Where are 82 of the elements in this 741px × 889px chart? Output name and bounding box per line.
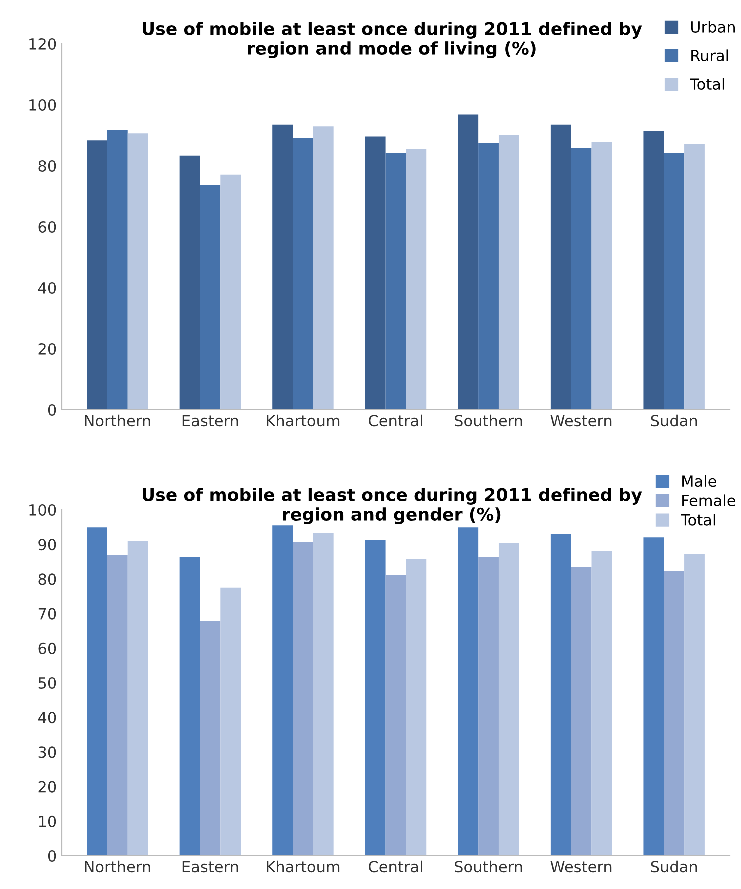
x-tick-label: Northern bbox=[85, 414, 150, 427]
bar bbox=[87, 528, 108, 856]
x-tick-label: Khartoum bbox=[267, 860, 340, 873]
y-tick-label: 20 bbox=[38, 343, 56, 356]
bar bbox=[458, 114, 479, 410]
bar bbox=[644, 132, 664, 410]
bar bbox=[406, 149, 427, 410]
bar bbox=[684, 554, 705, 856]
x-tick-label: Western bbox=[550, 415, 612, 427]
x-tick-label: Central bbox=[369, 860, 422, 873]
bar bbox=[180, 557, 200, 856]
bar bbox=[220, 588, 242, 856]
y-tick-label: 100 bbox=[30, 504, 56, 516]
bar bbox=[128, 541, 148, 856]
x-tick-label: Southern bbox=[455, 860, 522, 873]
x-tick-label: Southern bbox=[455, 414, 522, 427]
x-tick-label: Sudan bbox=[651, 860, 698, 873]
bar bbox=[128, 134, 148, 410]
bar bbox=[498, 543, 520, 856]
legend-label: Urban bbox=[691, 21, 735, 33]
bar bbox=[386, 153, 406, 410]
bar bbox=[293, 138, 314, 410]
bar bbox=[592, 142, 612, 410]
chart-title: Use of mobile at least once during 2011 defined by region and gender (%) bbox=[143, 488, 642, 525]
bar bbox=[272, 526, 294, 856]
bar bbox=[293, 542, 314, 856]
bar bbox=[571, 567, 592, 856]
bar bbox=[220, 174, 242, 410]
legend-label: Male bbox=[682, 475, 716, 488]
y-tick-label: 70 bbox=[38, 608, 56, 620]
y-tick-label: 30 bbox=[38, 746, 56, 758]
legend-label: Rural bbox=[692, 50, 728, 62]
y-tick-label: 60 bbox=[38, 642, 56, 654]
bar bbox=[664, 571, 685, 856]
bar bbox=[313, 126, 334, 410]
y-tick-label: 40 bbox=[38, 282, 56, 294]
bar bbox=[550, 534, 572, 856]
bar bbox=[386, 575, 406, 856]
bar bbox=[498, 136, 520, 410]
bar bbox=[571, 148, 592, 410]
bar bbox=[180, 156, 200, 410]
y-tick-label: 60 bbox=[38, 221, 56, 234]
y-tick-label: 0 bbox=[48, 404, 56, 416]
bar bbox=[478, 557, 499, 856]
y-tick-label: 120 bbox=[30, 38, 56, 50]
y-tick-label: 50 bbox=[38, 677, 56, 690]
legend-label: Total bbox=[681, 514, 716, 526]
bar bbox=[684, 144, 705, 410]
x-tick-label: Khartoum bbox=[267, 414, 340, 427]
x-tick-label: Western bbox=[550, 861, 612, 873]
y-tick-label: 90 bbox=[38, 539, 56, 551]
chart-title: Use of mobile at least once during 2011 defined by region and mode of living (%) bbox=[143, 22, 642, 59]
bar bbox=[406, 559, 427, 856]
x-tick-label: Central bbox=[369, 414, 422, 427]
bar bbox=[664, 153, 685, 410]
bar bbox=[592, 552, 612, 856]
bar bbox=[478, 143, 499, 410]
x-tick-label: Sudan bbox=[651, 414, 698, 427]
y-tick-label: 40 bbox=[38, 712, 56, 724]
x-tick-label: Eastern bbox=[182, 415, 238, 427]
y-tick-label: 10 bbox=[39, 816, 56, 828]
bar bbox=[107, 130, 128, 410]
y-tick-label: 20 bbox=[38, 781, 56, 793]
bar bbox=[200, 621, 221, 856]
bar bbox=[107, 555, 128, 856]
bar bbox=[365, 136, 386, 410]
bar bbox=[644, 538, 664, 856]
legend-label: Female bbox=[682, 494, 736, 507]
bar bbox=[200, 185, 221, 410]
bar bbox=[365, 540, 386, 856]
x-tick-label: Eastern bbox=[182, 861, 238, 873]
bar bbox=[87, 140, 108, 410]
bar bbox=[550, 124, 572, 410]
y-tick-label: 100 bbox=[30, 99, 56, 112]
bar bbox=[458, 528, 479, 856]
bar bbox=[313, 533, 334, 856]
y-tick-label: 0 bbox=[48, 850, 56, 862]
bar bbox=[272, 124, 294, 410]
legend-label: Total bbox=[690, 78, 724, 90]
y-tick-label: 80 bbox=[38, 160, 56, 172]
y-tick-label: 80 bbox=[38, 574, 56, 586]
x-tick-label: Northern bbox=[85, 860, 150, 873]
